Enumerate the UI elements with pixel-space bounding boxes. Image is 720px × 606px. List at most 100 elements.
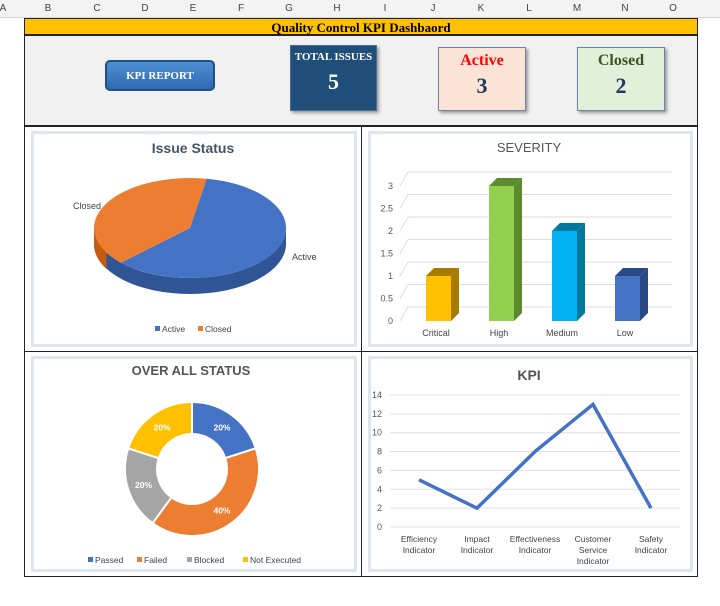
y-tick: 10	[372, 428, 382, 438]
pie-side	[94, 228, 286, 294]
kpi-report-button[interactable]: KPI REPORT	[105, 60, 215, 91]
column-header[interactable]: O	[669, 3, 677, 14]
legend-marker	[243, 557, 248, 562]
x-tick: Low	[617, 328, 634, 338]
closed-value: 2	[615, 73, 627, 98]
column-header[interactable]: G	[285, 3, 293, 14]
legend-label: Passed	[95, 555, 124, 565]
bar-high	[489, 186, 514, 321]
legend-label: Not Executed	[250, 555, 301, 565]
x-tick-label: Indicator	[635, 545, 668, 555]
closed-card: Closed 2	[577, 47, 665, 111]
active-card: Active 3	[438, 47, 526, 111]
y-tick: 0	[388, 316, 393, 326]
x-tick: High	[490, 328, 509, 338]
gridline-depth	[399, 171, 409, 187]
gridline-depth	[399, 239, 409, 254]
x-tick-label: Indicator	[403, 545, 436, 555]
y-tick: 6	[377, 465, 382, 475]
y-tick: 3	[388, 181, 393, 191]
bar-low	[615, 276, 640, 321]
legend-label: Closed	[205, 324, 232, 334]
donut-data-label: 40%	[213, 505, 230, 515]
x-tick-label: Service	[579, 545, 608, 555]
pie-slice-closed	[94, 178, 207, 263]
legend-marker	[187, 557, 192, 562]
pie-slice-active	[120, 178, 287, 278]
y-tick: 8	[377, 447, 382, 457]
legend-marker	[155, 326, 160, 331]
y-tick: 0	[377, 522, 382, 532]
column-header[interactable]: B	[44, 3, 52, 14]
column-header[interactable]: C	[93, 3, 101, 14]
x-tick-label: Customer	[575, 534, 612, 544]
overall-status-title: OVER ALL STATUS	[132, 363, 251, 378]
column-headers: A B C D E F G H I J K L M N O	[0, 0, 720, 18]
y-tick: 14	[372, 390, 382, 400]
overall-status-panel	[24, 351, 362, 577]
gridline-depth	[399, 216, 409, 232]
donut-data-label: 20%	[154, 423, 171, 433]
bar-top	[615, 268, 648, 276]
x-tick-label: Safety	[639, 534, 664, 544]
legend-label: Active	[162, 324, 185, 334]
donut-slice-not-executed	[127, 400, 193, 460]
column-header[interactable]: K	[477, 3, 485, 14]
column-header[interactable]: F	[237, 3, 245, 14]
gridline-depth	[399, 306, 409, 322]
pie-label-closed: Closed	[73, 201, 101, 211]
x-tick: Medium	[546, 328, 578, 338]
active-label: Active	[460, 52, 504, 69]
bar-critical	[426, 276, 451, 321]
legend-label: Failed	[144, 555, 167, 565]
column-header[interactable]: D	[141, 3, 149, 14]
y-tick: 4	[377, 484, 382, 494]
column-header[interactable]: H	[333, 3, 341, 14]
bar-side	[514, 178, 522, 321]
pie-label-active: Active	[292, 252, 317, 262]
y-tick: 12	[372, 409, 382, 419]
x-tick-label: Impact	[464, 534, 490, 544]
kpi-line	[418, 401, 653, 511]
severity-title: SEVERITY	[497, 140, 562, 155]
legend-marker	[198, 326, 203, 331]
y-tick: 0.5	[380, 294, 393, 304]
total-issues-card: TOTAL ISSUES 5	[290, 45, 377, 111]
column-header[interactable]: A	[0, 3, 7, 14]
gridline-depth	[399, 261, 409, 277]
issue-status-title: Issue Status	[152, 140, 235, 156]
column-header[interactable]: I	[383, 3, 387, 14]
column-header[interactable]: N	[621, 3, 629, 14]
kpi-panel	[361, 351, 698, 577]
column-header[interactable]: M	[572, 3, 582, 14]
total-issues-value: 5	[328, 69, 339, 94]
y-tick: 2	[377, 503, 382, 513]
bar-medium	[552, 231, 577, 321]
bar-top	[489, 178, 522, 186]
legend-marker	[137, 557, 142, 562]
y-tick: 2	[388, 226, 393, 236]
column-header[interactable]: J	[430, 3, 436, 14]
total-issues-label: TOTAL ISSUES	[294, 51, 373, 63]
bar-side	[640, 268, 648, 321]
bar-side	[451, 268, 459, 321]
header-panel: KPI REPORT TOTAL ISSUES 5 Active 3 Close…	[24, 35, 698, 126]
legend-label: Blocked	[194, 555, 225, 565]
active-value: 3	[476, 73, 488, 98]
legend-marker	[88, 557, 93, 562]
donut-data-label: 20%	[135, 480, 152, 490]
kpi-title: KPI	[517, 367, 540, 383]
x-tick: Critical	[422, 328, 450, 338]
bar-top	[426, 268, 459, 276]
bar-top	[552, 223, 585, 231]
gridline-depth	[399, 284, 409, 299]
column-header[interactable]: L	[526, 3, 532, 14]
donut-slice-failed	[151, 447, 260, 537]
x-tick-label: Indicator	[577, 556, 610, 566]
x-tick-label: Efficiency	[401, 534, 438, 544]
donut-data-label: 20%	[213, 423, 230, 433]
column-header[interactable]: E	[189, 3, 197, 14]
y-tick: 1	[388, 271, 393, 281]
x-tick-label: Indicator	[519, 545, 552, 555]
